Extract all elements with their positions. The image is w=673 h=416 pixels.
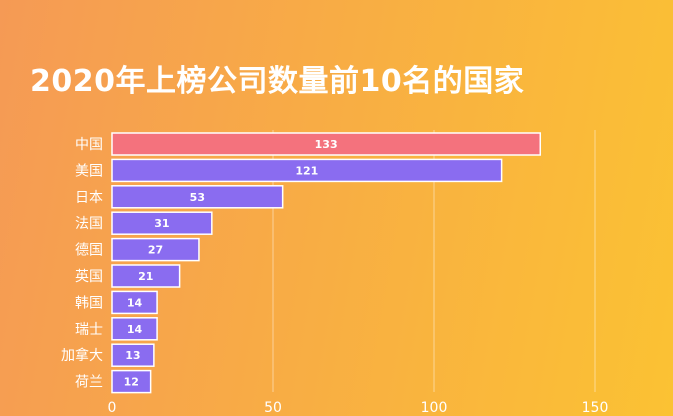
category-label: 中国 [75,137,103,153]
value-label: 12 [124,376,139,389]
value-label: 14 [127,296,143,309]
value-label: 121 [295,164,318,177]
bar [111,343,155,367]
category-label: 荷兰 [75,375,103,391]
category-label: 法国 [75,216,103,232]
value-label: 53 [190,191,205,204]
bar [111,237,200,262]
bar [111,290,158,315]
category-label: 德国 [75,243,103,259]
value-label: 133 [315,138,338,151]
bar [111,185,284,209]
value-label: 31 [154,217,169,230]
x-tick-label: 0 [108,400,117,416]
x-tick-label: 50 [264,400,282,416]
value-label: 13 [125,349,140,362]
value-label: 14 [127,323,143,336]
value-label: 21 [138,270,153,283]
bar [111,369,152,394]
x-tick-label: 150 [582,400,609,416]
bar [111,211,213,235]
category-label: 美国 [75,163,103,179]
bar [111,264,181,288]
category-label: 韩国 [75,295,103,311]
category-label: 日本 [75,190,103,206]
chart-title: 2020年上榜公司数量前10名的国家 [30,64,525,99]
category-label: 瑞士 [75,322,103,338]
category-label: 加拿大 [61,347,103,364]
bar [111,317,158,341]
bar [111,158,503,183]
value-label: 27 [148,244,163,257]
bar [111,132,542,156]
category-label: 英国 [75,268,103,285]
x-tick-label: 100 [421,400,448,416]
